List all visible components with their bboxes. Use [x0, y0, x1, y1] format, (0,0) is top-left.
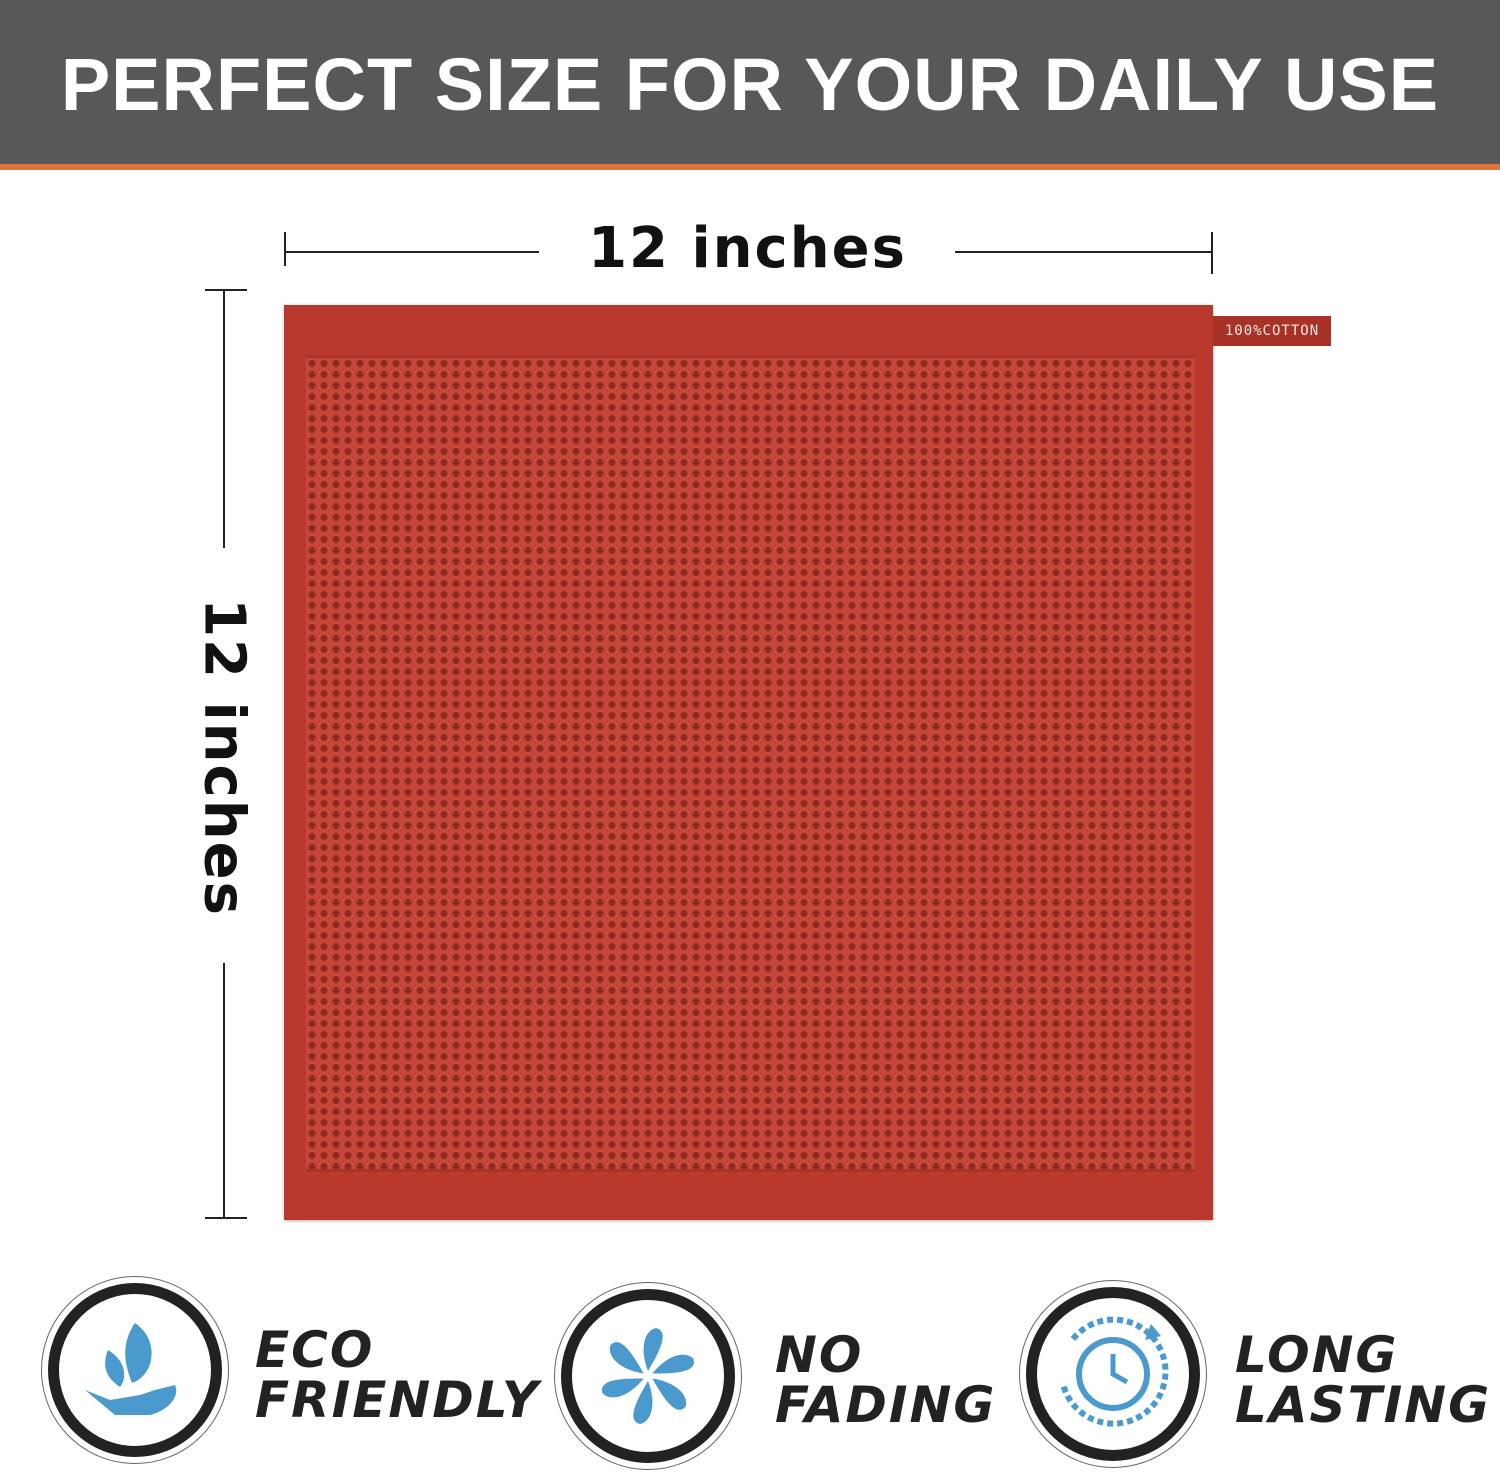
height-line-top [223, 290, 225, 548]
towel-mesh [306, 355, 1195, 1172]
feature-lasting-text: LONG LASTING [1235, 1330, 1491, 1430]
height-tick-top [205, 289, 247, 291]
feature-eco-line1: ECO [255, 1321, 375, 1379]
width-tick-right [1211, 232, 1213, 274]
feature-fading-line2: FADING [775, 1376, 997, 1434]
feature-fading-line1: NO [775, 1326, 864, 1384]
banner: PERFECT SIZE FOR YOUR DAILY USE [0, 0, 1500, 170]
feature-fading-text: NO FADING [775, 1330, 996, 1430]
width-tick-left [284, 232, 286, 266]
cotton-tag: 100%COTTON [1213, 316, 1331, 346]
feature-lasting-line1: LONG [1235, 1326, 1399, 1384]
width-line-right [955, 251, 1213, 253]
height-tick-bottom [205, 1217, 247, 1219]
height-line-bottom [223, 963, 225, 1219]
feature-lasting-badge [1019, 1280, 1207, 1468]
leaf-hand-icon [85, 1323, 177, 1415]
clock-cycle-icon [1060, 1316, 1169, 1427]
feature-eco-badge [41, 1276, 229, 1464]
towel-image [284, 305, 1213, 1220]
feature-eco-text: ECO FRIENDLY [255, 1325, 540, 1425]
height-label: 12 inches [191, 598, 257, 917]
feature-fading-badge [554, 1282, 742, 1470]
width-label: 12 inches [588, 216, 907, 281]
banner-title: PERFECT SIZE FOR YOUR DAILY USE [60, 43, 1440, 126]
width-line-left [285, 251, 539, 253]
pinwheel-icon [602, 1328, 694, 1424]
feature-lasting-line2: LASTING [1235, 1376, 1492, 1434]
feature-eco-line2: FRIENDLY [255, 1371, 541, 1429]
